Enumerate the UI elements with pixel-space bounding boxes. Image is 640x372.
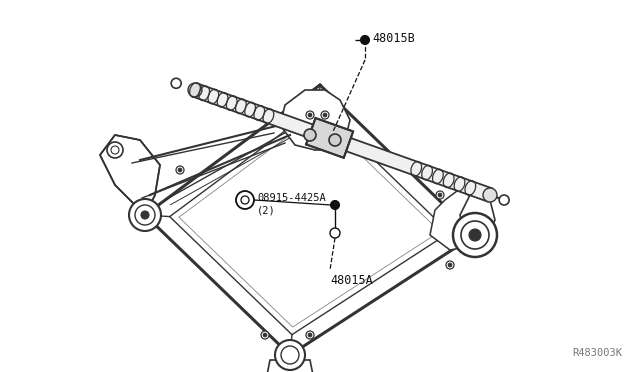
Polygon shape (460, 195, 495, 240)
Circle shape (178, 168, 182, 172)
Circle shape (141, 211, 149, 219)
Circle shape (461, 221, 489, 249)
Circle shape (361, 36, 369, 44)
Text: 48015B: 48015B (372, 32, 415, 45)
Text: 48015A: 48015A (330, 273, 372, 286)
Circle shape (499, 195, 509, 205)
Circle shape (129, 199, 161, 231)
Circle shape (329, 134, 341, 146)
Circle shape (236, 191, 254, 209)
Text: R483003K: R483003K (572, 348, 622, 358)
Circle shape (188, 83, 202, 97)
Text: (2): (2) (257, 205, 276, 215)
Polygon shape (100, 135, 160, 215)
Circle shape (483, 188, 497, 202)
Circle shape (135, 205, 155, 225)
Circle shape (306, 331, 314, 339)
Circle shape (438, 193, 442, 197)
Polygon shape (265, 360, 315, 372)
Polygon shape (280, 90, 350, 150)
Circle shape (176, 166, 184, 174)
Circle shape (469, 229, 481, 241)
Circle shape (331, 201, 339, 209)
Circle shape (275, 340, 305, 370)
Circle shape (321, 111, 329, 119)
Text: 08915-4425A: 08915-4425A (257, 193, 326, 203)
Circle shape (306, 111, 314, 119)
Circle shape (304, 129, 316, 141)
Polygon shape (306, 118, 353, 158)
Circle shape (453, 213, 497, 257)
Circle shape (323, 113, 327, 117)
Polygon shape (193, 83, 492, 202)
Circle shape (448, 263, 452, 267)
Circle shape (261, 331, 269, 339)
Circle shape (263, 333, 267, 337)
Circle shape (436, 191, 444, 199)
Circle shape (171, 78, 181, 88)
Circle shape (308, 333, 312, 337)
Circle shape (330, 228, 340, 238)
Circle shape (107, 142, 123, 158)
Circle shape (308, 113, 312, 117)
Circle shape (281, 346, 299, 364)
Polygon shape (430, 185, 490, 250)
Circle shape (111, 146, 119, 154)
Circle shape (446, 261, 454, 269)
Circle shape (241, 196, 249, 204)
